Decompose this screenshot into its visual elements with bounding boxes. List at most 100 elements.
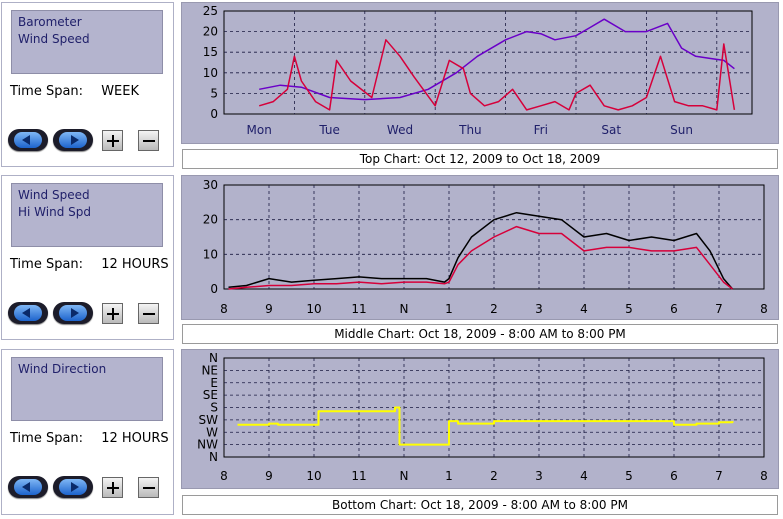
middle-chart-svg: 0 10 20 30 8 9 10 11 N 1 2 3 4 5 6 7 8 (203, 178, 768, 316)
series-list-bottom[interactable]: Wind Direction (11, 357, 163, 421)
y-tick-label: N (209, 450, 218, 464)
y-tick-label: SE (203, 388, 218, 402)
x-tick-label: 1 (445, 469, 453, 483)
x-tick-label: 11 (351, 469, 366, 483)
next-button[interactable] (53, 129, 93, 151)
x-tick-label: 7 (715, 469, 723, 483)
x-tick-label: 8 (760, 469, 768, 483)
minus-icon (143, 313, 155, 315)
time-span-value: 12 HOURS (101, 431, 169, 446)
time-span-value: 12 HOURS (101, 257, 169, 272)
x-tick-label: Tue (318, 123, 340, 137)
x-tick-label: 10 (306, 302, 321, 316)
time-span-label: Time Span: (10, 84, 84, 99)
time-span-value: WEEK (101, 84, 139, 99)
previous-button[interactable] (8, 129, 48, 151)
y-tick-label: 30 (203, 178, 218, 192)
plus-icon (107, 135, 119, 147)
left-arrow-icon (22, 482, 30, 492)
x-tick-label: 4 (580, 302, 588, 316)
y-tick-label: 0 (210, 107, 218, 121)
time-span-label: Time Span: (10, 431, 84, 446)
right-arrow-icon (71, 308, 79, 318)
plus-icon (107, 308, 119, 320)
y-tick-label: NE (201, 363, 218, 377)
y-tick-label: E (210, 376, 218, 390)
y-tick-label: 15 (203, 45, 218, 59)
series-line-wind-direction (237, 406, 734, 446)
y-tick-label: 10 (203, 66, 218, 80)
x-tick-label: 9 (265, 469, 273, 483)
middle-chart[interactable]: 0 10 20 30 8 9 10 11 N 1 2 3 4 5 6 7 8 (181, 175, 779, 320)
time-span: Time Span: 12 HOURS (10, 431, 169, 446)
bottom-chart[interactable]: N NW W SW S SE E NE N 8 9 10 11 N 1 2 3 4 5 6 7 8 (181, 349, 779, 489)
zoom-out-button[interactable] (138, 130, 159, 151)
zoom-out-button[interactable] (138, 303, 159, 324)
zoom-out-button[interactable] (138, 477, 159, 498)
previous-button[interactable] (8, 302, 48, 324)
list-item[interactable]: Wind Direction (18, 362, 107, 376)
y-tick-label: 10 (203, 247, 218, 261)
zoom-in-button[interactable] (102, 477, 123, 498)
list-item[interactable]: Hi Wind Spd (18, 205, 91, 219)
x-tick-label: 6 (670, 469, 678, 483)
left-arrow-icon (22, 308, 30, 318)
control-panel-bottom: Wind Direction Time Span: 12 HOURS (1, 349, 174, 515)
time-span: Time Span: 12 HOURS (10, 257, 169, 272)
right-arrow-icon (71, 482, 79, 492)
next-button[interactable] (53, 302, 93, 324)
series-list-middle[interactable]: Wind Speed Hi Wind Spd (11, 183, 163, 247)
top-chart-svg: 0 5 10 15 20 25 Mon Tue Wed Thu Fri Sat Sun (203, 4, 753, 137)
x-tick-label: 8 (220, 302, 228, 316)
y-tick-label: 0 (210, 282, 218, 296)
list-item[interactable]: Barometer (18, 15, 82, 29)
bottom-chart-caption: Bottom Chart: Oct 18, 2009 - 8:00 AM to … (182, 495, 778, 515)
y-tick-label: N (209, 351, 218, 365)
x-tick-label: 1 (445, 302, 453, 316)
y-tick-label: 20 (203, 25, 218, 39)
control-panel-middle: Wind Speed Hi Wind Spd Time Span: 12 HOU… (1, 175, 174, 340)
x-tick-label: 3 (535, 302, 543, 316)
y-tick-label: 5 (210, 86, 218, 100)
list-item[interactable]: Wind Speed (18, 32, 90, 46)
x-tick-label: 2 (490, 302, 498, 316)
control-panel-top: Barometer Wind Speed Time Span: WEEK (1, 2, 174, 167)
previous-button[interactable] (8, 476, 48, 498)
y-tick-label: NW (197, 438, 218, 452)
x-tick-label: Sat (601, 123, 621, 137)
zoom-in-button[interactable] (102, 130, 123, 151)
list-item[interactable]: Wind Speed (18, 188, 90, 202)
series-list-top[interactable]: Barometer Wind Speed (11, 10, 163, 74)
x-tick-label: 5 (625, 302, 633, 316)
y-tick-label: W (206, 425, 218, 439)
x-tick-label: 6 (670, 302, 678, 316)
minus-icon (143, 140, 155, 142)
series-line-barometer (259, 18, 735, 101)
x-tick-label: 10 (306, 469, 321, 483)
x-tick-label: Fri (534, 123, 548, 137)
top-chart-caption: Top Chart: Oct 12, 2009 to Oct 18, 2009 (182, 149, 778, 169)
time-span: Time Span: WEEK (10, 84, 139, 99)
left-arrow-icon (22, 135, 30, 145)
x-tick-label: 2 (490, 469, 498, 483)
time-span-label: Time Span: (10, 257, 84, 272)
series-line-hi-wind-spd (228, 211, 734, 290)
next-button[interactable] (53, 476, 93, 498)
x-tick-label: 3 (535, 469, 543, 483)
plus-icon (107, 482, 119, 494)
x-tick-label: Mon (247, 123, 272, 137)
x-tick-label: Thu (458, 123, 482, 137)
x-tick-label: 5 (625, 469, 633, 483)
x-tick-label: 8 (760, 302, 768, 316)
x-tick-label: Wed (387, 123, 413, 137)
top-chart[interactable]: 0 5 10 15 20 25 Mon Tue Wed Thu Fri Sat Sun (181, 2, 779, 144)
series-line-wind-speed (258, 39, 736, 111)
x-tick-label: Sun (670, 123, 693, 137)
y-tick-label: 20 (203, 213, 218, 227)
x-tick-label: 11 (351, 302, 366, 316)
series-line-wind-speed (228, 225, 733, 290)
x-tick-label: 4 (580, 469, 588, 483)
x-tick-label: 8 (220, 469, 228, 483)
zoom-in-button[interactable] (102, 303, 123, 324)
